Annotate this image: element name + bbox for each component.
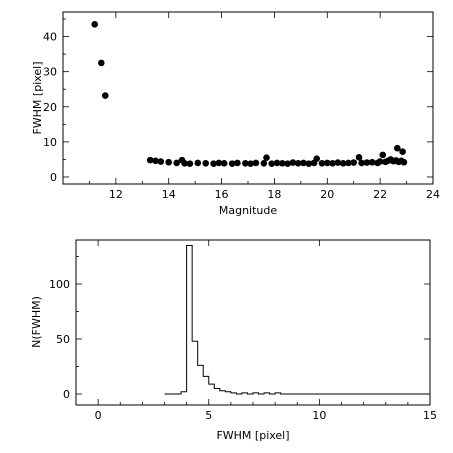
scatter-point	[165, 158, 173, 166]
scatter-point	[284, 160, 291, 167]
scatter-point	[252, 159, 260, 167]
histogram-x-tick-label: 10	[312, 409, 326, 422]
scatter-point	[329, 159, 336, 167]
scatter-point	[215, 159, 223, 167]
scatter-point	[358, 159, 365, 167]
scatter-point	[210, 160, 217, 167]
scatter-point	[242, 159, 249, 167]
scatter-x-axis-label: Magnitude	[219, 204, 278, 217]
scatter-point	[98, 59, 105, 67]
scatter-point	[263, 154, 270, 161]
scatter-y-axis-label: FWHM [pixel]	[31, 61, 44, 134]
scatter-point	[289, 159, 297, 166]
scatter-point	[186, 160, 194, 167]
scatter-x-tick-label: 12	[109, 188, 123, 201]
scatter-point	[368, 158, 376, 166]
scatter-x-tick-label: 20	[320, 188, 334, 201]
scatter-point	[363, 159, 371, 166]
scatter-point	[394, 144, 401, 152]
scatter-panel: 12 14 16 18 20 22 24 0 10 20 30 40 Magnitude FWHM …	[31, 11, 440, 217]
histogram-plot-frame	[75, 239, 431, 406]
scatter-point	[300, 159, 307, 167]
scatter-y-ticks: 0 10 20 30 40	[43, 18, 433, 184]
scatter-x-tick-label: 18	[267, 188, 281, 201]
scatter-x-tick-label: 22	[373, 188, 387, 201]
scatter-point	[305, 160, 313, 167]
scatter-point	[345, 159, 352, 167]
scatter-point	[234, 159, 241, 167]
scatter-point	[323, 159, 331, 167]
scatter-point	[313, 155, 321, 163]
scatter-point	[247, 160, 254, 167]
scatter-point	[173, 159, 180, 167]
scatter-point	[355, 154, 363, 161]
scatter-y-tick-label: 40	[43, 31, 57, 44]
scatter-point	[399, 148, 406, 156]
scatter-point	[376, 158, 384, 165]
scatter-point	[91, 20, 99, 28]
histogram-y-tick-label: 0	[63, 388, 70, 401]
scatter-point	[350, 159, 358, 166]
scatter-point	[339, 159, 347, 167]
histogram-x-tick-label: 0	[95, 409, 102, 422]
histogram-y-tick-label: 100	[49, 278, 70, 291]
scatter-point	[220, 159, 228, 167]
scatter-point	[202, 159, 210, 167]
scatter-point	[400, 158, 408, 166]
scatter-point	[294, 159, 302, 167]
histogram-x-axis-label: FWHM [pixel]	[216, 429, 289, 442]
scatter-point	[379, 151, 387, 159]
scatter-point	[157, 158, 165, 165]
scatter-plot-frame	[62, 11, 434, 185]
histogram-x-tick-label: 15	[423, 409, 437, 422]
scatter-point	[152, 157, 159, 165]
scatter-y-tick-label: 10	[43, 136, 57, 149]
scatter-point	[146, 156, 154, 164]
histogram-y-ticks: 0 50 100	[49, 256, 430, 401]
scatter-point	[260, 159, 268, 167]
histogram-y-tick-label: 50	[56, 333, 70, 346]
scatter-point	[273, 159, 281, 167]
histogram-x-tick-label: 5	[205, 409, 212, 422]
scatter-x-ticks: 12 14 16 18 20 22 24	[89, 12, 440, 201]
scatter-y-tick-label: 20	[43, 101, 57, 114]
histogram-panel: 0 5 10 15 0 50 100 FWHM [pixel] N(FWHM)	[30, 239, 437, 442]
histogram-x-ticks: 0 5 10 15	[95, 240, 437, 422]
scatter-x-tick-label: 24	[426, 188, 440, 201]
histogram-steps	[164, 245, 430, 395]
scatter-point	[194, 159, 202, 167]
scatter-points	[91, 20, 408, 167]
scatter-point	[101, 92, 109, 99]
scatter-point	[279, 159, 286, 167]
scatter-point	[334, 159, 342, 166]
scatter-point	[268, 160, 276, 167]
histogram-y-axis-label: N(FWHM)	[30, 296, 43, 348]
scatter-x-tick-label: 16	[215, 188, 229, 201]
scatter-y-tick-label: 0	[50, 171, 57, 184]
scatter-y-tick-label: 30	[43, 66, 57, 79]
scatter-point	[318, 159, 326, 167]
scatter-point	[181, 159, 188, 167]
scatter-x-tick-label: 14	[162, 188, 176, 201]
scatter-point	[228, 160, 236, 167]
